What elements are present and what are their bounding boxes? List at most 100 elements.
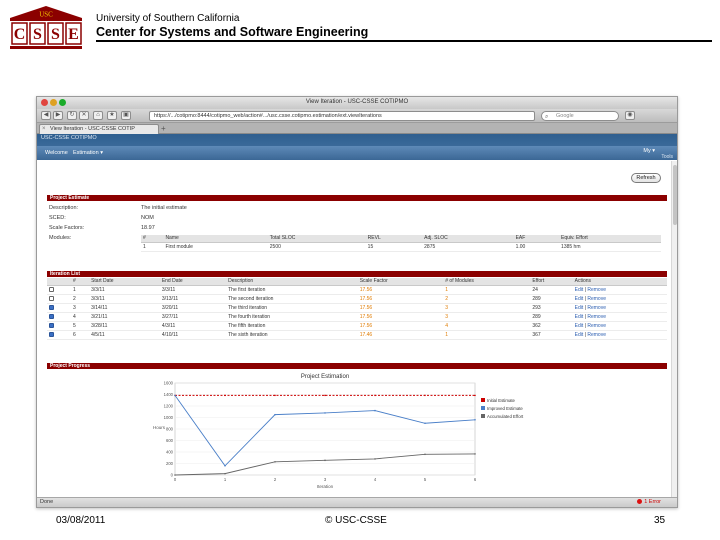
error-icon: [637, 499, 643, 505]
minimize-window-icon[interactable]: [50, 99, 57, 106]
legend-label: Improved Estimate: [487, 406, 523, 411]
x-tick-label: 5: [424, 477, 427, 482]
iteration-cell-n: 4: [71, 312, 90, 322]
search-input[interactable]: ⌕ Google: [541, 111, 619, 121]
forward-arrow-icon[interactable]: ▶: [53, 111, 63, 120]
edit-link[interactable]: Edit: [574, 331, 584, 338]
window-title: View Iteration - USC-CSSE COTIPMO: [305, 99, 409, 105]
tab-bar: × View Iteration - USC-CSSE COTIP +: [37, 123, 677, 134]
remove-link[interactable]: Remove: [587, 286, 606, 293]
data-point: [424, 394, 426, 397]
data-point: [274, 460, 276, 463]
modules-column-header: Adj. SLOC: [422, 235, 514, 243]
iteration-checkbox[interactable]: [49, 286, 54, 292]
iteration-cell-end: 3/3/11: [159, 285, 227, 295]
modules-table: # Name Total SLOC REVL Adj. SLOC EAF Equiv. Ef…: [141, 235, 661, 252]
y-tick-label: 1600: [164, 381, 174, 386]
iteration-cell-start: 3/21/11: [89, 312, 160, 322]
extension-icon[interactable]: ◉: [625, 111, 635, 120]
iteration-cell-desc: The first iteration: [226, 285, 358, 295]
data-point: [174, 474, 176, 476]
iteration-column-header: Scale Factor: [357, 278, 444, 286]
browser-toolbar: ◀ ▶ ↻ ✕ ⌂ ★ ▣ https://.../cotipmo:8444/c…: [37, 109, 677, 123]
iteration-cell-modules: 4: [443, 321, 531, 331]
iteration-cell-end: 3/13/11: [159, 294, 227, 304]
menu-estimation[interactable]: Estimation ▾: [73, 150, 103, 156]
iteration-actions: Edit | Remove: [572, 312, 667, 322]
data-point: [274, 413, 276, 416]
chart-title: Project Estimation: [301, 374, 349, 380]
menu-welcome[interactable]: Welcome: [45, 150, 68, 156]
remove-link[interactable]: Remove: [587, 295, 606, 302]
close-tab-icon[interactable]: ×: [42, 126, 46, 132]
remove-link[interactable]: Remove: [587, 322, 606, 329]
iteration-checkbox[interactable]: [49, 322, 54, 328]
status-error-text: 1 Error: [644, 499, 661, 505]
modules-column-header: Equiv. Effort: [559, 235, 661, 243]
iteration-actions: Edit | Remove: [572, 321, 667, 331]
footer-date: 03/08/2011: [56, 515, 106, 526]
iteration-checkbox[interactable]: [49, 313, 54, 319]
bookmark-icon[interactable]: ★: [107, 111, 117, 120]
vertical-scrollbar[interactable]: [671, 161, 677, 497]
zoom-window-icon[interactable]: [59, 99, 66, 106]
home-icon[interactable]: ⌂: [93, 111, 103, 120]
iteration-cell-scale: 17.56: [357, 285, 444, 295]
new-tab-icon[interactable]: +: [161, 124, 166, 133]
back-arrow-icon[interactable]: ◀: [41, 111, 51, 120]
stop-icon[interactable]: ✕: [79, 111, 89, 120]
remove-link[interactable]: Remove: [587, 313, 606, 320]
iteration-checkbox[interactable]: [49, 331, 54, 337]
checkbox-cell: [47, 303, 71, 313]
close-window-icon[interactable]: [41, 99, 48, 106]
address-bar[interactable]: https://.../cotipmo:8444/cotipmo_web/act…: [149, 111, 535, 121]
lock-icon[interactable]: ▣: [121, 111, 131, 120]
data-point: [324, 459, 326, 462]
user-menu[interactable]: My ▾: [643, 148, 655, 154]
checkbox-cell: [47, 294, 71, 304]
status-text: Done: [40, 499, 54, 505]
project-estimation-chart: Project Estimation 0 200 400 600 800 1000 1200 1…: [153, 374, 524, 489]
edit-link[interactable]: Edit: [574, 286, 584, 293]
iteration-checkbox[interactable]: [49, 295, 54, 301]
iteration-cell-desc: The fourth iteration: [226, 312, 358, 322]
y-axis-label: Hours: [153, 425, 166, 430]
edit-link[interactable]: Edit: [574, 295, 584, 302]
remove-link[interactable]: Remove: [587, 331, 606, 338]
search-icon: ⌕: [545, 114, 549, 120]
y-tick-label: 200: [166, 461, 174, 466]
iteration-cell-n: 1: [71, 285, 90, 295]
remove-link[interactable]: Remove: [587, 304, 606, 311]
project-progress-header: Project Progress: [47, 363, 667, 369]
iteration-cell-scale: 17.56: [357, 303, 444, 313]
edit-link[interactable]: Edit: [574, 304, 584, 311]
window-titlebar: View Iteration - USC-CSSE COTIPMO: [37, 97, 677, 109]
iteration-cell-effort: 293: [530, 303, 573, 313]
actions-separator: |: [583, 304, 588, 311]
checkbox-cell: [47, 285, 71, 295]
x-tick-label: 0: [174, 477, 177, 482]
tab-title: View Iteration - USC-CSSE COTIP: [50, 126, 135, 132]
iteration-actions: Edit | Remove: [572, 303, 667, 313]
reload-icon[interactable]: ↻: [67, 111, 77, 120]
data-point: [474, 419, 476, 421]
actions-separator: |: [583, 331, 588, 338]
iteration-column-header: Effort: [530, 278, 573, 286]
iteration-cell-scale: 17.56: [357, 294, 444, 304]
status-error[interactable]: 1 Error: [637, 499, 661, 505]
legend-label: Initial Estimate: [487, 398, 516, 403]
edit-link[interactable]: Edit: [574, 313, 584, 320]
iteration-checkbox[interactable]: [49, 304, 54, 310]
scrollbar-thumb[interactable]: [673, 165, 677, 225]
logo-letter-box: [65, 22, 82, 45]
university-name: University of Southern California: [96, 13, 240, 24]
tools-link[interactable]: Tools: [661, 154, 673, 160]
app-name: USC-CSSE COTIPMO: [41, 135, 97, 141]
data-point: [424, 453, 426, 456]
refresh-button[interactable]: Refresh: [631, 173, 661, 183]
iteration-column-header: [47, 278, 71, 286]
legend-swatch: [481, 406, 485, 410]
edit-link[interactable]: Edit: [574, 322, 584, 329]
tab-view-iteration[interactable]: × View Iteration - USC-CSSE COTIP: [39, 124, 159, 134]
